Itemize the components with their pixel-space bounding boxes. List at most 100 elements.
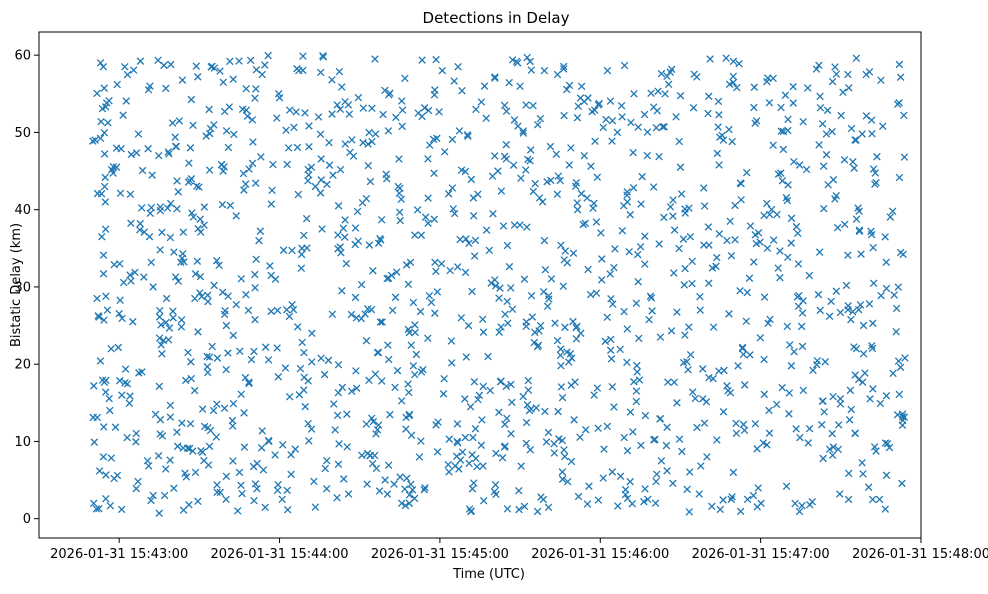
- data-point: [599, 123, 608, 132]
- data-point: [377, 215, 386, 224]
- data-point: [521, 166, 530, 174]
- data-point: [100, 129, 109, 137]
- data-point: [308, 358, 316, 366]
- data-point: [407, 480, 415, 489]
- data-point: [725, 310, 733, 318]
- data-point: [381, 476, 389, 484]
- data-point: [224, 143, 233, 152]
- data-point: [865, 68, 874, 76]
- data-point: [185, 444, 194, 453]
- data-point: [264, 51, 272, 60]
- data-point: [114, 343, 123, 352]
- data-point: [343, 410, 351, 418]
- data-point: [522, 101, 530, 109]
- data-point: [503, 505, 512, 513]
- data-point: [229, 331, 238, 340]
- data-point: [892, 304, 901, 313]
- data-point: [138, 166, 147, 175]
- data-point: [664, 80, 673, 89]
- data-point: [502, 382, 511, 391]
- data-point: [162, 294, 171, 303]
- data-point: [384, 341, 392, 349]
- data-point: [404, 280, 413, 289]
- data-point: [528, 313, 537, 321]
- data-point: [535, 327, 543, 335]
- data-point: [608, 468, 617, 476]
- data-point: [512, 57, 521, 66]
- data-point: [508, 56, 517, 64]
- data-point: [667, 65, 676, 74]
- data-point: [569, 317, 577, 326]
- data-point: [433, 134, 441, 143]
- data-point: [504, 319, 512, 327]
- data-point: [823, 106, 832, 115]
- data-point: [185, 159, 193, 167]
- data-point: [651, 435, 659, 444]
- data-point: [760, 211, 768, 220]
- data-point: [538, 198, 547, 206]
- data-point: [477, 441, 486, 450]
- data-point: [222, 495, 230, 504]
- data-point: [824, 180, 832, 189]
- data-point: [623, 188, 631, 196]
- data-point: [774, 170, 783, 178]
- data-point: [819, 454, 827, 463]
- data-point: [397, 397, 406, 405]
- data-point: [630, 378, 638, 386]
- data-point: [868, 129, 876, 138]
- data-point: [516, 82, 524, 91]
- data-point: [497, 323, 505, 331]
- data-point: [713, 253, 721, 262]
- data-point: [156, 306, 164, 315]
- data-point: [584, 265, 592, 274]
- data-point: [715, 161, 723, 169]
- data-point: [376, 318, 385, 326]
- data-point: [697, 462, 705, 470]
- data-point: [745, 274, 754, 282]
- data-point: [790, 347, 798, 356]
- data-point: [252, 65, 261, 74]
- data-point: [210, 281, 218, 290]
- data-point: [725, 80, 734, 89]
- data-point: [727, 251, 736, 260]
- data-point: [202, 132, 210, 140]
- data-point: [608, 300, 617, 308]
- data-point: [165, 324, 174, 332]
- data-point: [311, 182, 320, 191]
- x-tick-label: 2026-01-31 15:47:00: [692, 547, 830, 562]
- data-point: [296, 364, 305, 373]
- data-point: [212, 400, 221, 408]
- data-point: [99, 453, 108, 461]
- data-point: [584, 94, 592, 102]
- data-point: [140, 273, 148, 281]
- data-point: [469, 212, 478, 220]
- data-point: [242, 290, 250, 299]
- data-point: [491, 276, 499, 284]
- data-point: [553, 190, 562, 199]
- plot-area: [38, 31, 922, 539]
- data-point: [175, 117, 184, 125]
- data-point: [171, 142, 180, 151]
- data-point: [118, 391, 126, 399]
- data-point: [474, 395, 482, 404]
- data-point: [193, 257, 202, 265]
- data-point: [729, 78, 738, 87]
- data-point: [881, 439, 890, 447]
- data-point: [310, 477, 318, 486]
- data-point: [407, 341, 415, 349]
- x-tick-label: 2026-01-31 15:43:00: [50, 547, 188, 562]
- data-point: [872, 447, 880, 455]
- data-point: [526, 156, 534, 165]
- data-point: [171, 133, 179, 141]
- data-point: [354, 237, 363, 245]
- data-point: [603, 66, 612, 75]
- data-point: [99, 270, 108, 278]
- data-point: [453, 420, 462, 428]
- data-point: [213, 354, 222, 362]
- data-point: [536, 321, 545, 330]
- data-point: [220, 310, 229, 319]
- data-point: [657, 457, 666, 465]
- data-point: [550, 439, 558, 448]
- data-point: [670, 226, 679, 234]
- data-point: [649, 103, 658, 111]
